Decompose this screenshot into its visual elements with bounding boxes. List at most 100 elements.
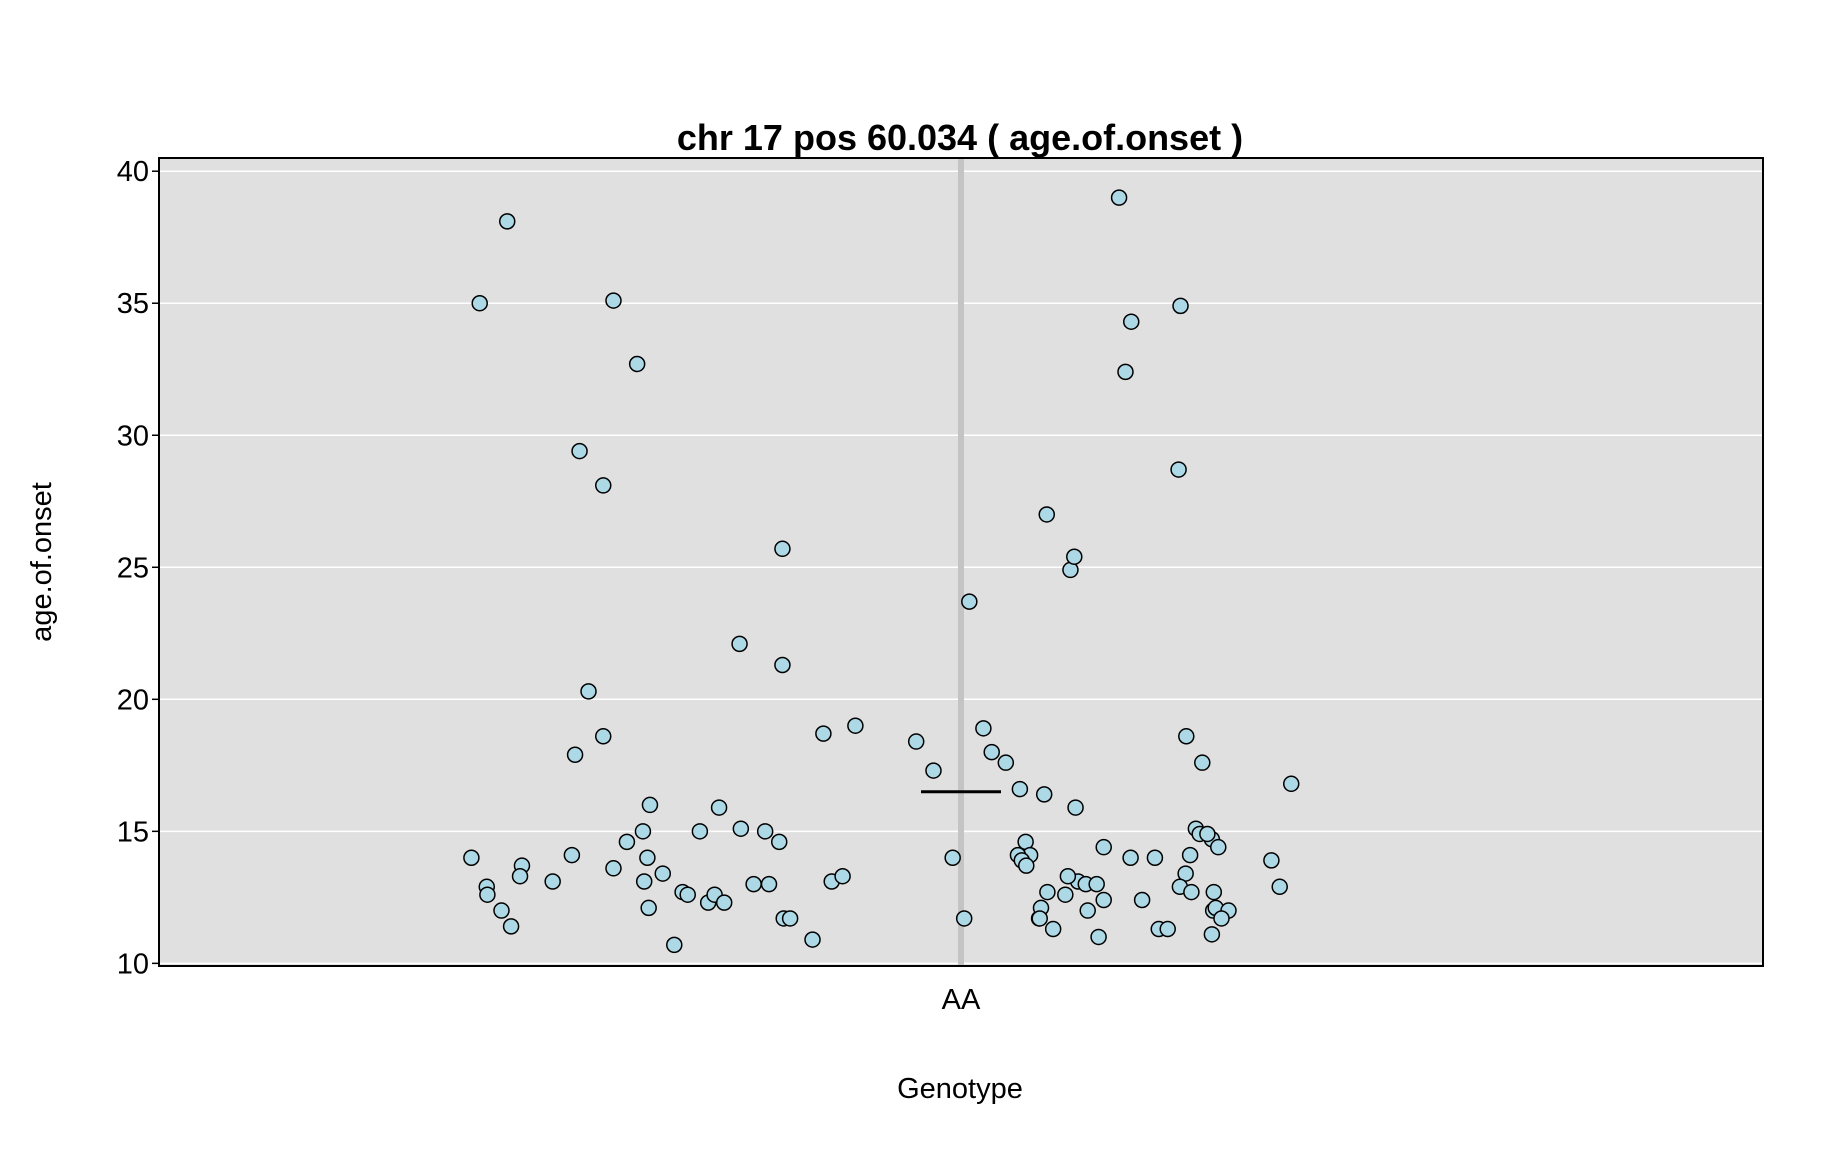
y-tick-label-25: 25	[117, 552, 149, 584]
x-axis-ticks: AA	[942, 984, 981, 1016]
data-point	[640, 899, 657, 917]
data-point	[1282, 775, 1300, 793]
data-point	[847, 717, 864, 734]
data-point	[997, 754, 1015, 771]
data-point	[511, 867, 529, 885]
data-point	[1057, 886, 1074, 903]
data-point	[804, 931, 821, 948]
data-point	[634, 823, 652, 840]
y-tick-label-40: 40	[117, 156, 149, 188]
data-point	[498, 213, 516, 230]
y-tick-label-30: 30	[117, 420, 149, 452]
data-point	[1122, 313, 1140, 330]
data-point	[502, 918, 520, 935]
data-point	[641, 796, 659, 814]
data-point	[1205, 883, 1223, 901]
data-point	[944, 849, 961, 866]
data-point	[1090, 928, 1107, 946]
data-point	[605, 292, 622, 309]
x-axis-title: Genotype	[897, 1073, 1023, 1105]
y-tick-label-15: 15	[117, 816, 149, 848]
data-point	[710, 799, 728, 816]
data-point	[1271, 878, 1288, 896]
data-point	[654, 865, 672, 882]
data-point	[745, 875, 762, 893]
data-point	[463, 849, 480, 866]
y-axis-ticks: 10 15 20 25 30 35 40	[117, 156, 159, 980]
data-point	[594, 728, 612, 745]
data-point	[1038, 506, 1056, 523]
data-point	[1133, 891, 1151, 909]
data-point	[760, 875, 778, 893]
data-point	[1066, 548, 1083, 565]
data-point	[580, 683, 597, 700]
data-point	[605, 860, 622, 877]
data-point	[1194, 754, 1211, 771]
data-point	[1159, 920, 1176, 938]
data-point	[1079, 902, 1096, 919]
data-point	[907, 733, 925, 750]
data-point	[1067, 799, 1084, 816]
data-point	[493, 902, 510, 919]
data-point	[1011, 780, 1029, 798]
data-point	[955, 910, 973, 927]
data-point	[834, 867, 851, 885]
data-point	[815, 725, 832, 742]
data-point	[1122, 849, 1139, 866]
data-point	[1178, 728, 1195, 745]
data-point	[774, 656, 791, 674]
y-tick-label-10: 10	[117, 948, 149, 980]
data-point	[1095, 891, 1112, 909]
data-point	[691, 823, 709, 840]
data-point	[471, 294, 488, 312]
data-points	[463, 189, 1300, 954]
y-tick-label-20: 20	[117, 684, 149, 716]
data-point	[571, 442, 588, 460]
data-point	[1035, 786, 1053, 803]
data-point	[1170, 461, 1187, 478]
data-point	[1213, 910, 1230, 927]
data-point	[1059, 867, 1077, 885]
data-point	[1263, 852, 1280, 869]
data-point	[1044, 920, 1062, 938]
data-point	[732, 820, 750, 837]
data-point	[781, 910, 799, 927]
chart-title: chr 17 pos 60.034 ( age.of.onset )	[677, 117, 1243, 158]
y-tick-label-35: 35	[117, 288, 149, 320]
data-point	[1199, 825, 1216, 843]
data-point	[1039, 883, 1056, 901]
data-point	[566, 746, 584, 764]
data-point	[479, 886, 496, 903]
data-point	[961, 593, 978, 610]
data-point	[925, 762, 942, 779]
data-point	[1018, 857, 1035, 874]
x-tick-label-AA: AA	[942, 984, 981, 1016]
data-point	[1203, 926, 1221, 943]
data-point	[983, 743, 1000, 761]
data-point	[1172, 297, 1189, 315]
data-point	[770, 833, 788, 851]
data-point	[1146, 849, 1164, 866]
data-point	[1183, 883, 1200, 901]
data-point	[774, 540, 791, 558]
data-point	[639, 849, 656, 866]
data-point	[715, 894, 733, 911]
data-point	[975, 720, 992, 737]
data-point	[1095, 838, 1112, 856]
data-point	[666, 936, 683, 954]
data-point	[1210, 838, 1227, 856]
data-point	[1031, 910, 1048, 927]
data-point	[563, 846, 581, 864]
y-axis-title: age.of.onset	[26, 482, 58, 642]
data-point	[679, 886, 696, 903]
plot-border	[158, 157, 1764, 967]
data-point	[594, 477, 612, 494]
data-point	[1117, 363, 1134, 381]
data-point	[635, 873, 653, 890]
data-point	[731, 635, 748, 653]
data-point	[756, 823, 774, 840]
data-point	[628, 355, 646, 373]
data-point	[544, 873, 561, 890]
data-point	[618, 833, 636, 851]
